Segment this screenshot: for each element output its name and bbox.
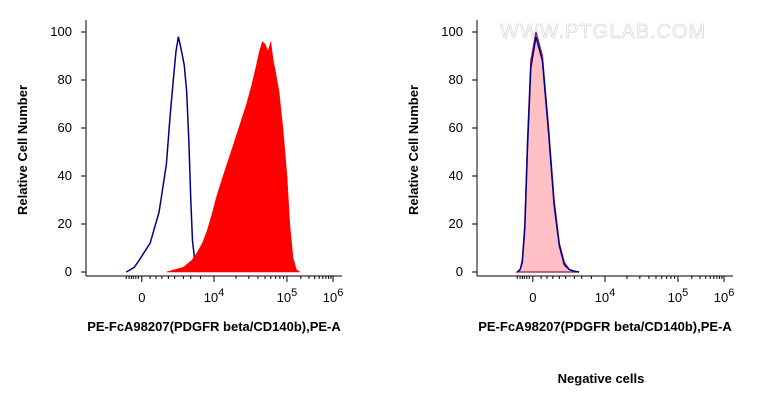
x-tick-label: 104 [204,287,225,305]
x-tick-label: 104 [595,287,616,305]
y-tick-label: 20 [58,216,72,231]
x-axis-title: PE-FcA98207(PDGFR beta/CD140b),PE-A [87,319,341,334]
y-tick-label: 0 [456,264,463,279]
y-tick-label: 60 [58,120,72,135]
left-histogram-panel: 0 20 40 60 80 100 0 104 105 106 Relative Cell Numb… [15,20,343,334]
histogram-filled-series [166,41,301,273]
watermark: WWW.PTGLAB.COM [500,21,706,43]
x-tick-label: 105 [668,287,689,305]
right-histogram-panel: 0 20 40 60 80 100 0 104 105 106 Relative Cell Numb… [406,20,734,334]
x-tick-label: 0 [138,290,145,305]
histogram-outline-series [125,36,201,273]
y-tick-label: 20 [449,216,463,231]
histogram-outline-series [516,36,580,273]
y-tick-label: 40 [58,168,72,183]
negative-cells-caption: Negative cells [558,371,645,386]
x-tick-label: 106 [714,287,735,305]
y-axis-title: Relative Cell Number [406,85,421,215]
y-tick-label: 40 [449,168,463,183]
x-axis-title: PE-FcA98207(PDGFR beta/CD140b),PE-A [478,319,732,334]
x-tick-label: 105 [277,287,298,305]
y-tick-label: 80 [58,72,72,87]
y-tick-label: 0 [65,264,72,279]
histogram-filled-series [515,31,580,273]
y-tick-label: 100 [441,24,463,39]
y-tick-label: 80 [449,72,463,87]
x-tick-label: 0 [529,290,536,305]
y-axis-title: Relative Cell Number [15,85,30,215]
x-tick-label: 106 [323,287,344,305]
y-tick-label: 100 [50,24,72,39]
y-tick-label: 60 [449,120,463,135]
